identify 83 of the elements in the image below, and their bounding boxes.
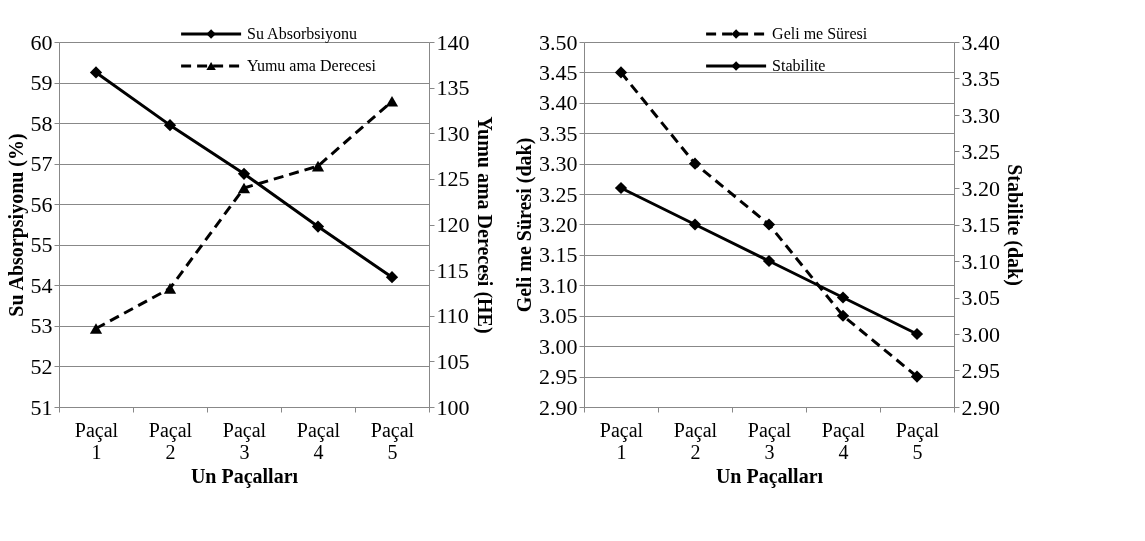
y-tick-label: 53 <box>30 313 53 339</box>
y-tick-label: 3.30 <box>539 151 578 177</box>
y-tick-label: 3.40 <box>539 90 578 116</box>
y-tick-label: 52 <box>30 353 53 379</box>
y-tick-label: 2.90 <box>539 394 578 420</box>
y-tick-label: 3.25 <box>539 181 578 207</box>
y-tick-label: 58 <box>30 110 53 136</box>
x-tick-label: Paçal 5 <box>895 418 940 463</box>
y-tick-label: 60 <box>30 29 53 55</box>
y2-axis-title: Yumu ama Derecesi (HE) <box>472 116 496 334</box>
x-tick-label: Paçal 2 <box>673 418 718 463</box>
x-tick-label: Paçal 4 <box>296 418 341 463</box>
y2-tick-label: 2.95 <box>961 358 1000 383</box>
y-tick-label: 3.45 <box>539 59 578 85</box>
y2-tick-label: 3.30 <box>961 102 1000 128</box>
legend-label: Yumu ama Derecesi <box>247 57 377 74</box>
point <box>311 220 325 233</box>
y-tick-label: 3.05 <box>539 303 578 329</box>
y-tick-label: 3.10 <box>539 272 578 298</box>
point <box>89 66 103 79</box>
point <box>762 254 776 268</box>
y2-tick-label: 3.15 <box>961 212 1000 237</box>
point <box>385 271 399 284</box>
point <box>762 218 776 231</box>
y2-tick-label: 3.00 <box>961 321 1000 347</box>
x-tick-label: Paçal 4 <box>821 418 866 463</box>
point <box>688 157 702 170</box>
point <box>237 167 251 180</box>
point <box>836 291 850 304</box>
y2-tick-label: 3.05 <box>961 285 1000 310</box>
y2-tick-label: 125 <box>436 166 470 192</box>
y-tick-label: 3.35 <box>539 120 578 146</box>
y2-tick-label: 135 <box>436 75 470 101</box>
y-tick-label: 55 <box>30 232 53 258</box>
point <box>614 66 628 79</box>
y2-tick-label: 100 <box>436 394 470 420</box>
y2-tick-label: 130 <box>436 120 470 146</box>
y2-tick-label: 3.25 <box>961 139 1000 164</box>
y-tick-label: 3.50 <box>539 29 578 55</box>
y2-tick-label: 105 <box>436 348 470 374</box>
y-tick-label: 59 <box>30 70 53 96</box>
point <box>385 96 399 107</box>
y2-axis-title: Stabilite (dak) <box>1003 164 1026 286</box>
y2-tick-label: 140 <box>436 29 470 55</box>
x-tick-label: Paçal 3 <box>222 418 267 463</box>
y2-tick-label: 115 <box>436 257 469 283</box>
x-tick-label: Paçal 3 <box>747 418 792 463</box>
point <box>311 160 325 172</box>
y2-tick-label: 3.20 <box>961 175 1000 201</box>
point <box>910 370 924 383</box>
point <box>163 119 177 132</box>
x-tick-label: Paçal 5 <box>370 418 415 463</box>
y2-tick-label: 120 <box>436 212 470 237</box>
legend-label: Geli me Süresi <box>772 25 868 42</box>
point <box>89 323 103 334</box>
x-tick-label: Paçal 1 <box>74 418 119 463</box>
point <box>237 182 251 194</box>
x-tick-label: Paçal 1 <box>599 418 644 463</box>
point <box>688 218 702 231</box>
point <box>163 283 177 294</box>
y2-tick-label: 110 <box>436 303 469 329</box>
y-tick-label: 3.15 <box>539 242 578 268</box>
y-axis-title: Geli me Süresi (dak) <box>513 137 536 313</box>
legend-label: Stabilite <box>772 57 826 74</box>
x-axis-title: Un Paçalları <box>715 464 824 488</box>
y-tick-label: 56 <box>30 191 53 217</box>
point <box>614 181 628 195</box>
y-tick-label: 54 <box>30 272 53 298</box>
y-tick-label: 57 <box>30 151 53 177</box>
x-tick-label: Paçal 2 <box>148 418 193 463</box>
y2-tick-label: 3.40 <box>961 29 1000 55</box>
point <box>910 327 924 341</box>
y-tick-label: 2.95 <box>539 364 578 390</box>
y2-tick-label: 3.35 <box>961 66 1000 91</box>
y-tick-label: 3.00 <box>539 333 578 359</box>
y2-tick-label: 3.10 <box>961 248 1000 274</box>
y-tick-label: 3.20 <box>539 212 578 237</box>
y-axis-title: Su Absorpsiyonu (%) <box>4 133 28 317</box>
y-tick-label: 51 <box>30 394 53 420</box>
point <box>836 309 850 322</box>
x-axis-title: Un Paçalları <box>190 464 299 488</box>
y2-tick-label: 2.90 <box>961 394 1000 420</box>
legend-label: Su Absorbsiyonu <box>247 25 357 43</box>
